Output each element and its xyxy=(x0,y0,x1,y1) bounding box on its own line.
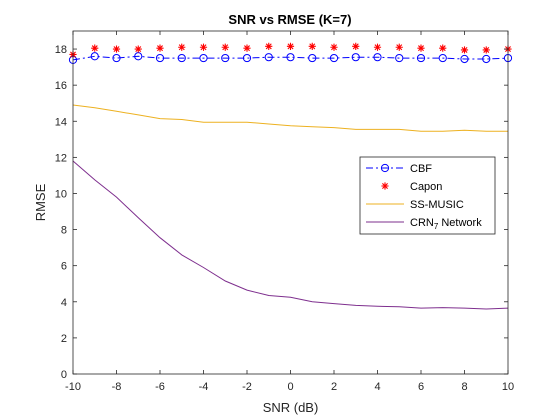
legend-box xyxy=(359,156,496,235)
series-line-3 xyxy=(72,160,509,310)
series-0-point-3 xyxy=(134,52,143,61)
series-1-point-14 xyxy=(373,43,382,51)
series-0-point-14 xyxy=(373,53,382,62)
series-1-point-6 xyxy=(199,43,208,51)
series-3 xyxy=(72,160,509,310)
y-tick-label-3: 6 xyxy=(61,261,67,273)
legend-marker-1 xyxy=(381,182,389,190)
y-tick-label-2: 4 xyxy=(61,297,67,309)
series-line-0 xyxy=(72,55,509,61)
y-tick-label-4: 8 xyxy=(61,225,67,237)
series-1-point-11 xyxy=(308,42,316,50)
y-tick-label-9: 18 xyxy=(55,44,67,56)
series-1-point-4 xyxy=(156,44,164,52)
series-1-point-2 xyxy=(112,45,121,53)
x-tick-label-3: -4 xyxy=(199,381,209,393)
series-layer xyxy=(68,42,513,310)
y-tick-label-1: 2 xyxy=(61,333,67,345)
series-0-point-12 xyxy=(329,53,339,63)
series-line-2 xyxy=(72,104,508,132)
y-axis-label: RMSE xyxy=(33,183,48,221)
y-tick-label-7: 14 xyxy=(55,116,67,128)
series-0-point-19 xyxy=(482,54,491,64)
series-1-point-13 xyxy=(352,42,360,50)
series-2 xyxy=(72,104,508,132)
legend-label-1: Capon xyxy=(410,181,442,193)
series-1-point-3 xyxy=(134,45,142,53)
axes-layer: -10 -8 -6 -4 -2 0 2 4 6 8 10 0 2 4 6 8 10 12 14 16 18 xyxy=(55,30,514,393)
series-0-point-16 xyxy=(416,53,426,63)
series-1-point-15 xyxy=(395,43,403,51)
series-0-point-8 xyxy=(242,53,252,63)
x-axis-label: SNR (dB) xyxy=(263,400,319,415)
chart-title: SNR vs RMSE (K=7) xyxy=(228,12,351,27)
series-1-point-5 xyxy=(178,43,186,51)
x-tick-label-9: 8 xyxy=(461,381,467,393)
legend-label-2: SS-MUSIC xyxy=(410,199,464,211)
series-1-point-12 xyxy=(330,43,338,51)
series-1-point-16 xyxy=(417,44,425,52)
legend-label-3: CRN7 Network xyxy=(410,217,482,231)
legend: CBF Capon SS-MUSIC CRN7 Network xyxy=(359,156,496,235)
series-1-point-19 xyxy=(482,46,490,54)
x-tick-label-0: -10 xyxy=(65,381,81,393)
series-0-point-7 xyxy=(221,53,230,63)
series-0-point-6 xyxy=(199,53,208,63)
series-0-point-4 xyxy=(155,53,165,63)
series-0-point-2 xyxy=(112,53,121,63)
series-1-point-10 xyxy=(286,42,295,50)
series-1-point-7 xyxy=(221,43,229,51)
series-0 xyxy=(68,52,513,64)
x-tick-label-7: 4 xyxy=(374,381,380,393)
series-0-point-17 xyxy=(438,53,447,63)
series-1-point-8 xyxy=(243,44,251,52)
series-0-point-18 xyxy=(460,54,469,64)
series-1-point-18 xyxy=(460,46,469,54)
series-1-point-1 xyxy=(91,44,99,52)
series-0-point-10 xyxy=(286,53,295,62)
x-tick-label-2: -6 xyxy=(155,381,165,393)
y-tick-label-8: 16 xyxy=(55,80,67,92)
legend-label-0: CBF xyxy=(410,163,432,175)
x-tick-label-5: 0 xyxy=(287,381,293,393)
x-tick-label-10: 10 xyxy=(502,381,514,393)
legend-marker-0 xyxy=(380,163,390,173)
series-0-point-15 xyxy=(395,53,404,63)
series-0-point-1 xyxy=(90,52,99,61)
y-tick-label-6: 12 xyxy=(55,152,67,164)
x-tick-label-1: -8 xyxy=(112,381,122,393)
y-tick-label-5: 10 xyxy=(55,188,67,200)
x-tick-label-6: 2 xyxy=(331,381,337,393)
series-0-point-11 xyxy=(308,53,317,63)
series-0-point-9 xyxy=(264,53,273,62)
series-1-point-9 xyxy=(265,42,273,50)
x-tick-label-4: -2 xyxy=(242,381,252,393)
series-0-point-5 xyxy=(177,53,186,63)
series-0-point-13 xyxy=(351,53,360,62)
y-tick-label-0: 0 xyxy=(61,369,67,381)
x-tick-label-8: 6 xyxy=(418,381,424,393)
series-1-point-17 xyxy=(439,44,447,52)
